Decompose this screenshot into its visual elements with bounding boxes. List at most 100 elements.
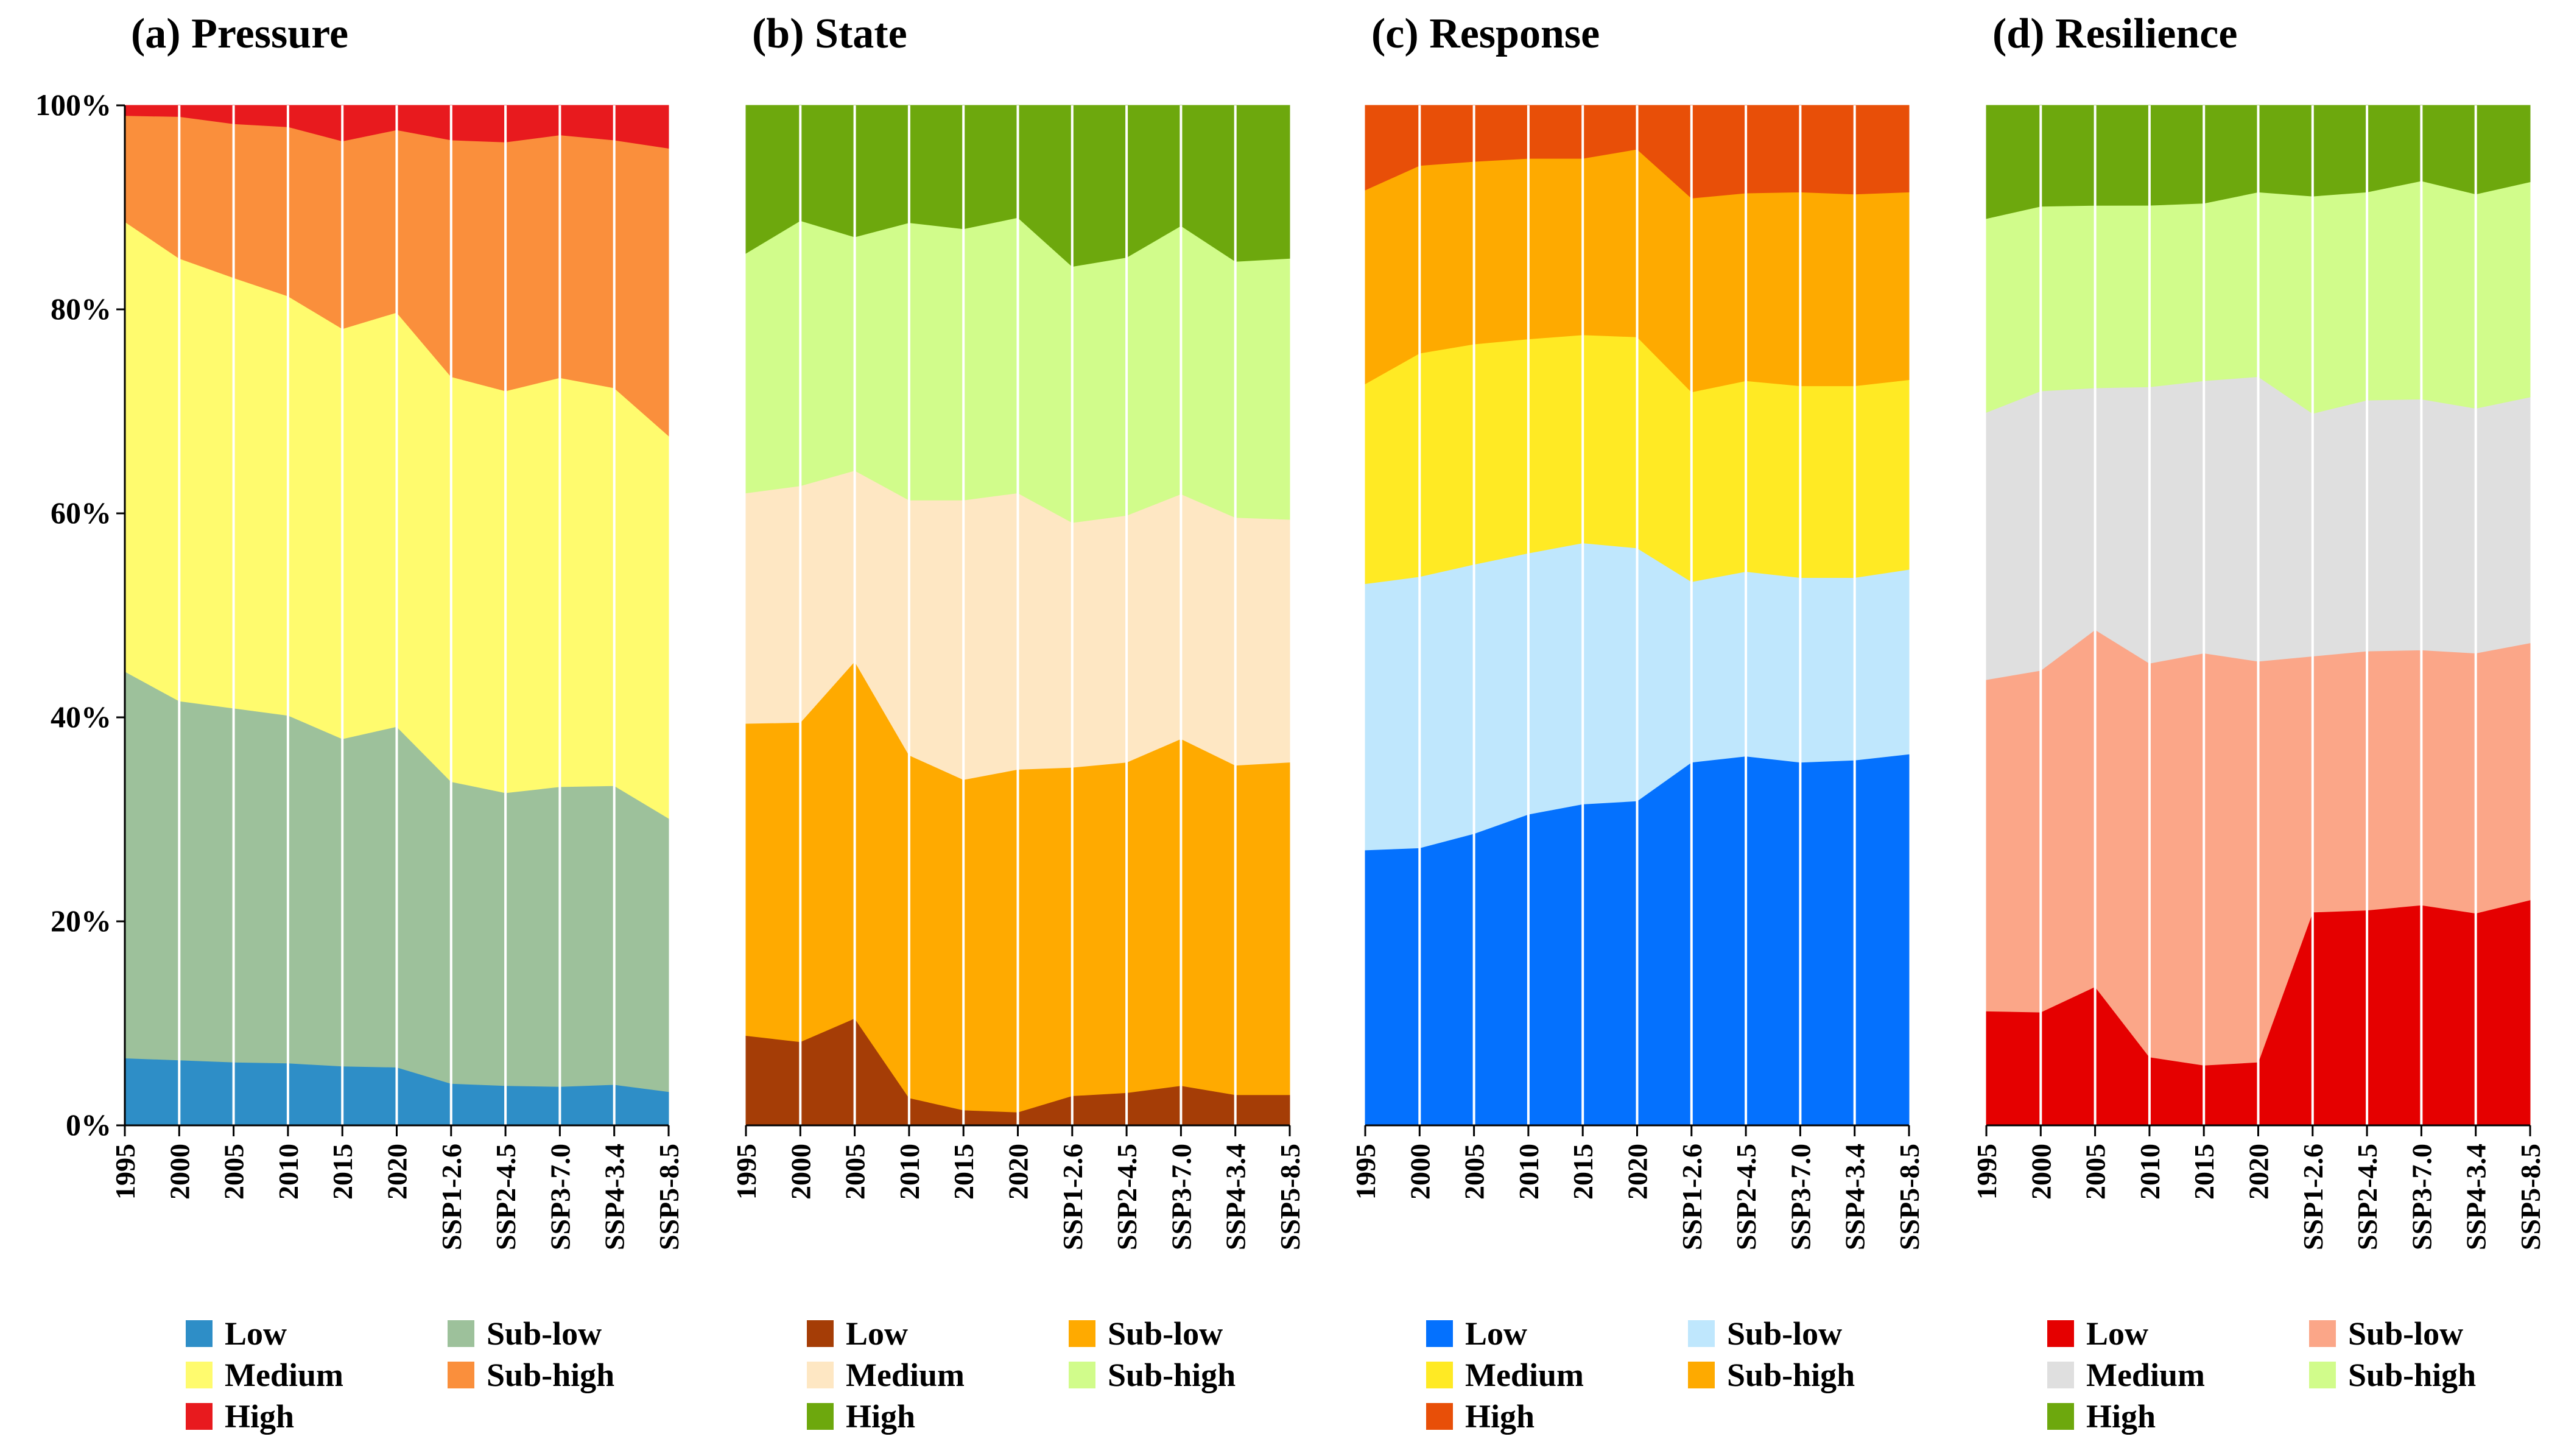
state-legend-swatch-sub-low — [1069, 1320, 1095, 1347]
pressure-legend-swatch-high — [186, 1403, 213, 1430]
response-legend-swatch-sub-high — [1688, 1362, 1715, 1388]
response-x-tick-label: 2010 — [1513, 1144, 1544, 1200]
pressure-x-tick-label: 2010 — [273, 1144, 304, 1200]
panel-response: (c) Response 1995 2000 2005 2010 2015 2020 SSP1… — [1350, 10, 1925, 1435]
pressure-y-tick-label: 0% — [66, 1108, 111, 1142]
response-legend-label-low: Low — [1465, 1315, 1527, 1352]
resilience-title: (d) Resilience — [1992, 10, 2237, 57]
response-legend-label-medium: Medium — [1465, 1357, 1584, 1393]
state-legend-swatch-medium — [807, 1362, 834, 1388]
pressure-legend-swatch-low — [186, 1320, 213, 1347]
response-x-tick-label: SSP2-4.5 — [1731, 1144, 1762, 1250]
state-x-tick-label: 2000 — [785, 1144, 816, 1200]
resilience-legend-label-sub-high: Sub-high — [2348, 1357, 2476, 1393]
pressure-legend-label-low: Low — [225, 1315, 287, 1352]
resilience-x-tick-label: SSP5-8.5 — [2515, 1144, 2546, 1250]
pressure-y-tick-label: 20% — [51, 904, 111, 938]
pressure-y-tick-label: 40% — [51, 700, 111, 734]
pressure-x-tick-label: 2020 — [382, 1144, 413, 1200]
response-x-tick-label: SSP4-3.4 — [1840, 1144, 1871, 1250]
pressure-x-tick-label: SSP1-2.6 — [436, 1144, 467, 1250]
response-x-tick-label: SSP3-7.0 — [1785, 1144, 1816, 1250]
resilience-x-tick-label: 2010 — [2134, 1144, 2165, 1200]
resilience-legend-swatch-sub-high — [2309, 1362, 2336, 1388]
resilience-legend-swatch-sub-low — [2309, 1320, 2336, 1347]
resilience-legend-swatch-high — [2047, 1403, 2074, 1430]
state-x-tick-label: 2020 — [1003, 1144, 1034, 1200]
state-x-tick-label: SSP4-3.4 — [1220, 1144, 1251, 1250]
pressure-x-tick-label: 2000 — [164, 1144, 195, 1200]
state-legend-swatch-high — [807, 1403, 834, 1430]
response-title: (c) Response — [1371, 10, 1600, 57]
pressure-legend-label-high: High — [225, 1398, 294, 1435]
response-x-tick-label: 2015 — [1567, 1144, 1598, 1200]
pressure-x-tick-label: SSP3-7.0 — [544, 1144, 575, 1250]
state-x-tick-label: SSP3-7.0 — [1166, 1144, 1197, 1250]
pressure-y-tick-label: 80% — [51, 292, 111, 326]
resilience-legend-label-sub-low: Sub-low — [2348, 1315, 2463, 1352]
resilience-legend-label-high: High — [2086, 1398, 2156, 1435]
resilience-legend-swatch-medium — [2047, 1362, 2074, 1388]
response-x-tick-label: 1995 — [1350, 1144, 1381, 1200]
panel-pressure: (a) Pressure 1995 2000 2005 2010 2015 2020 SSP1… — [35, 10, 684, 1435]
pressure-legend-swatch-medium — [186, 1362, 213, 1388]
response-area-high — [1365, 105, 1910, 199]
state-x-tick-label: SSP2-4.5 — [1111, 1144, 1142, 1250]
pressure-x-tick-label: 1995 — [110, 1144, 141, 1200]
pressure-x-tick-label: 2015 — [327, 1144, 358, 1200]
state-x-tick-label: 2010 — [894, 1144, 925, 1200]
response-legend-label-sub-low: Sub-low — [1727, 1315, 1842, 1352]
panel-resilience: (d) Resilience 1995 2000 2005 2010 2015 2020 SS… — [1971, 10, 2546, 1435]
resilience-x-tick-label: 1995 — [1971, 1144, 2002, 1200]
pressure-x-tick-label: SSP2-4.5 — [490, 1144, 521, 1250]
response-x-tick-label: SSP1-2.6 — [1676, 1144, 1707, 1250]
resilience-x-tick-label: 2020 — [2243, 1144, 2274, 1200]
pressure-x-tick-label: SSP5-8.5 — [653, 1144, 684, 1250]
resilience-x-tick-label: SSP1-2.6 — [2298, 1144, 2329, 1250]
state-legend-swatch-sub-high — [1069, 1362, 1095, 1388]
resilience-legend-swatch-low — [2047, 1320, 2074, 1347]
pressure-legend-label-sub-low: Sub-low — [487, 1315, 602, 1352]
state-x-tick-label: 1995 — [731, 1144, 762, 1200]
response-x-tick-label: 2020 — [1622, 1144, 1653, 1200]
resilience-x-tick-label: 2005 — [2080, 1144, 2111, 1200]
pressure-legend-label-sub-high: Sub-high — [487, 1357, 614, 1393]
resilience-x-tick-label: SSP2-4.5 — [2352, 1144, 2383, 1250]
response-x-tick-label: 2000 — [1404, 1144, 1435, 1200]
state-legend-label-sub-low: Sub-low — [1108, 1315, 1223, 1352]
pressure-x-tick-label: SSP4-3.4 — [599, 1144, 630, 1250]
pressure-legend-swatch-sub-high — [448, 1362, 474, 1388]
response-legend-swatch-high — [1426, 1403, 1453, 1430]
response-x-tick-label: SSP5-8.5 — [1894, 1144, 1925, 1250]
response-legend-swatch-sub-low — [1688, 1320, 1715, 1347]
resilience-x-tick-label: 2000 — [2025, 1144, 2056, 1200]
response-x-tick-label: 2005 — [1459, 1144, 1490, 1200]
pressure-y-tick-label: 100% — [35, 88, 111, 122]
state-legend-swatch-low — [807, 1320, 834, 1347]
pressure-title: (a) Pressure — [131, 10, 348, 57]
resilience-legend-label-low: Low — [2086, 1315, 2148, 1352]
state-x-tick-label: SSP5-8.5 — [1274, 1144, 1306, 1250]
resilience-x-tick-label: SSP4-3.4 — [2461, 1144, 2492, 1250]
state-x-tick-label: SSP1-2.6 — [1057, 1144, 1088, 1250]
state-legend-label-medium: Medium — [846, 1357, 965, 1393]
state-title: (b) State — [752, 10, 907, 57]
pressure-legend-swatch-sub-low — [448, 1320, 474, 1347]
response-legend-label-sub-high: Sub-high — [1727, 1357, 1855, 1393]
state-x-tick-label: 2005 — [840, 1144, 871, 1200]
pressure-legend-label-medium: Medium — [225, 1357, 343, 1393]
response-legend-label-high: High — [1465, 1398, 1535, 1435]
response-legend-swatch-medium — [1426, 1362, 1453, 1388]
resilience-x-tick-label: 2015 — [2189, 1144, 2220, 1200]
pressure-y-tick-label: 60% — [51, 496, 111, 530]
response-legend-swatch-low — [1426, 1320, 1453, 1347]
panel-state: (b) State 1995 2000 2005 2010 2015 2020 SSP1-2.… — [731, 10, 1306, 1435]
state-legend-label-high: High — [846, 1398, 915, 1435]
state-legend-label-low: Low — [846, 1315, 908, 1352]
resilience-legend-label-medium: Medium — [2086, 1357, 2205, 1393]
pressure-x-tick-label: 2005 — [219, 1144, 250, 1200]
resilience-x-tick-label: SSP3-7.0 — [2406, 1144, 2437, 1250]
state-x-tick-label: 2015 — [948, 1144, 979, 1200]
